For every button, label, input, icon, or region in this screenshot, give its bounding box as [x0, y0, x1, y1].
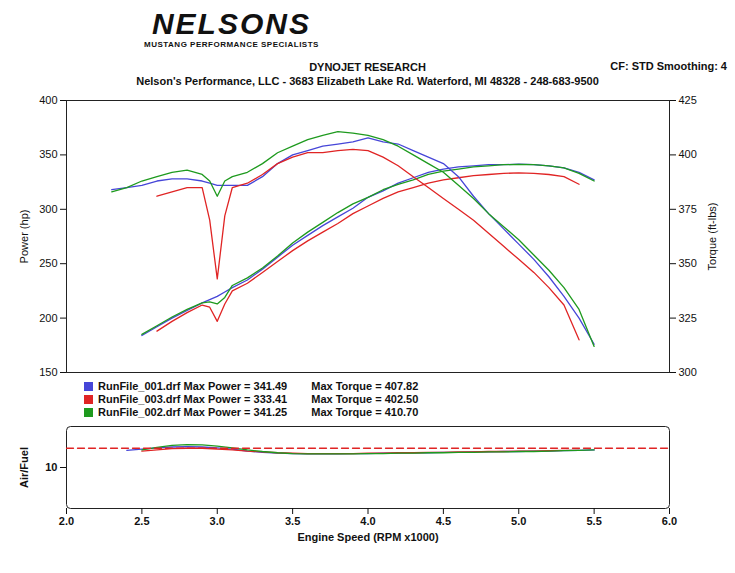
html-text:CF: STD Smoothing: 4: CF: STD Smoothing: 4: [610, 60, 727, 72]
svg-text:4.5: 4.5: [436, 515, 451, 527]
svg-text:5.0: 5.0: [511, 515, 526, 527]
svg-text:425: 425: [679, 94, 697, 106]
svg-text:4.0: 4.0: [360, 515, 375, 527]
svg-text:400: 400: [679, 148, 697, 160]
svg-text:Torque (ft-lbs): Torque (ft-lbs): [706, 203, 718, 271]
html-text:RunFile_001.drf Max Power = 34: RunFile_001.drf Max Power = 341.49: [98, 380, 288, 392]
svg-text:10: 10: [45, 461, 57, 473]
svg-text:325: 325: [679, 312, 697, 324]
svg-text:200: 200: [39, 312, 57, 324]
svg-text:3.5: 3.5: [285, 515, 300, 527]
svg-text:350: 350: [679, 257, 697, 269]
svg-text:Engine Speed (RPM x1000): Engine Speed (RPM x1000): [297, 531, 439, 543]
svg-text:250: 250: [39, 257, 57, 269]
html-text:RunFile_003.drf Max Power = 33: RunFile_003.drf Max Power = 333.41: [98, 393, 288, 405]
svg-text:3.0: 3.0: [210, 515, 225, 527]
svg-text:Air/Fuel: Air/Fuel: [18, 447, 30, 488]
svg-text:6.0: 6.0: [662, 515, 677, 527]
html-text:Max Torque = 402.50: Max Torque = 402.50: [311, 393, 419, 405]
svg-text:2.0: 2.0: [59, 515, 74, 527]
svg-text:300: 300: [679, 366, 697, 378]
html-text:Nelson's Performance, LLC - 36: Nelson's Performance, LLC - 3683 Elizabe…: [136, 75, 599, 87]
svg-text:150: 150: [39, 366, 57, 378]
svg-text:350: 350: [39, 148, 57, 160]
html-text:Max Torque = 407.82: Max Torque = 407.82: [311, 380, 419, 392]
svg-text:400: 400: [39, 94, 57, 106]
html-text:MUSTANG PERFORMANCE SPECIALIST: MUSTANG PERFORMANCE SPECIALISTS: [144, 40, 319, 49]
html-text:Max Torque = 410.70: Max Torque = 410.70: [311, 406, 419, 418]
svg-text:375: 375: [679, 203, 697, 215]
html-text:RunFile_002.drf Max Power = 34: RunFile_002.drf Max Power = 341.25: [98, 406, 288, 418]
svg-text:300: 300: [39, 203, 57, 215]
svg-text:Power (hp): Power (hp): [18, 210, 30, 264]
html-text:DYNOJET RESEARCH: DYNOJET RESEARCH: [309, 61, 426, 73]
svg-text:2.5: 2.5: [134, 515, 149, 527]
svg-text:5.5: 5.5: [586, 515, 601, 527]
html-text:NELSONS: NELSONS: [151, 7, 311, 40]
